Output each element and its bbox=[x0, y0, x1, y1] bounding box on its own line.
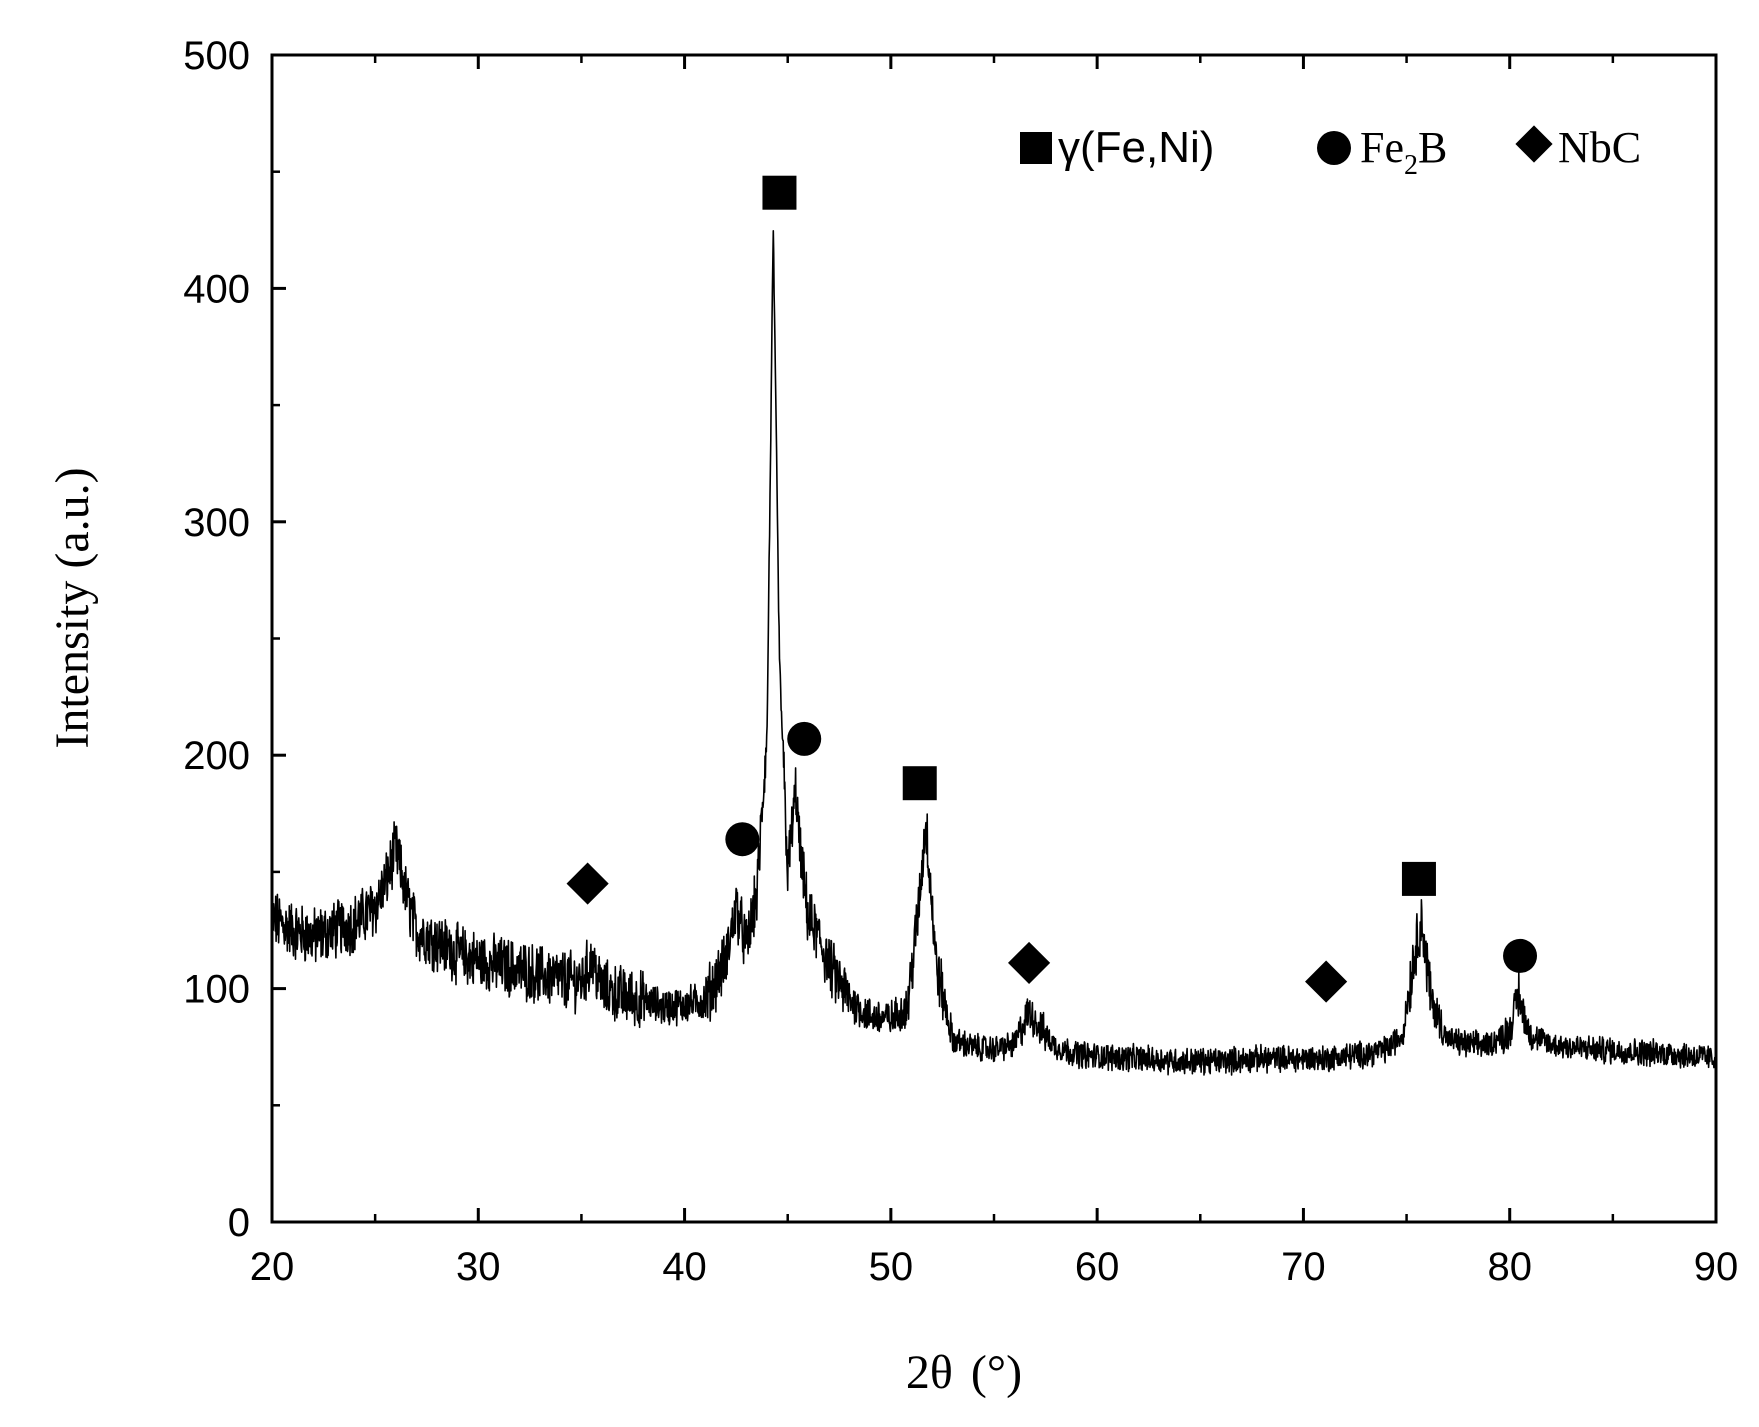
legend: γ(Fe,Ni) Fe2B NbC bbox=[1020, 123, 1641, 181]
legend-label-nbc: NbC bbox=[1558, 123, 1641, 172]
legend-label-fe2b: Fe2B bbox=[1360, 123, 1447, 181]
x-axis-title-unit: (°) bbox=[971, 1346, 1022, 1399]
peak-marker-circle bbox=[787, 721, 822, 756]
legend-marker-square bbox=[1020, 132, 1052, 164]
legend-marker-circle bbox=[1317, 131, 1351, 165]
peak-marker-square bbox=[762, 175, 797, 210]
xrd-pattern-line bbox=[271, 230, 1717, 1076]
y-tick-label: 400 bbox=[183, 267, 250, 311]
peak-marker-diamond bbox=[566, 862, 609, 905]
legend-marker-diamond bbox=[1515, 125, 1553, 163]
y-tick-label: 0 bbox=[228, 1201, 250, 1245]
y-tick-label: 200 bbox=[183, 734, 250, 778]
legend-label-fe2b-tail: B bbox=[1418, 123, 1447, 172]
x-tick-label: 80 bbox=[1487, 1245, 1532, 1289]
legend-label-gamma-fe-ni: γ(Fe,Ni) bbox=[1058, 123, 1214, 172]
x-axis-ticks: 20 30 40 50 60 70 80 90 bbox=[250, 55, 1739, 1289]
series-layer bbox=[271, 230, 1717, 1076]
peak-marker-diamond bbox=[1007, 941, 1051, 985]
y-axis-ticks: 0 100 200 300 400 500 bbox=[183, 34, 286, 1245]
x-tick-label: 90 bbox=[1694, 1245, 1739, 1289]
x-tick-label: 40 bbox=[662, 1245, 707, 1289]
y-tick-label: 100 bbox=[183, 968, 250, 1012]
y-axis-title: Intensity (a.u.) bbox=[46, 467, 99, 748]
x-axis-title: 2θ (°) bbox=[906, 1346, 1022, 1399]
legend-label-fe2b-main: Fe bbox=[1360, 123, 1404, 172]
y-tick-label: 300 bbox=[183, 501, 250, 545]
peak-marker-diamond bbox=[1305, 960, 1348, 1003]
peak-marker-square bbox=[902, 766, 937, 801]
x-tick-label: 60 bbox=[1075, 1245, 1120, 1289]
y-tick-label: 500 bbox=[183, 34, 250, 78]
legend-label-fe2b-subscript: 2 bbox=[1404, 150, 1418, 181]
x-tick-label: 50 bbox=[869, 1245, 914, 1289]
peak-marker-circle bbox=[725, 822, 760, 857]
peak-marker-square bbox=[1401, 861, 1436, 896]
x-tick-label: 20 bbox=[250, 1245, 295, 1289]
x-axis-title-main: 2θ bbox=[906, 1346, 953, 1399]
x-tick-label: 30 bbox=[456, 1245, 501, 1289]
peak-markers bbox=[566, 175, 1538, 1003]
x-tick-label: 70 bbox=[1281, 1245, 1326, 1289]
peak-marker-circle bbox=[1503, 938, 1538, 973]
